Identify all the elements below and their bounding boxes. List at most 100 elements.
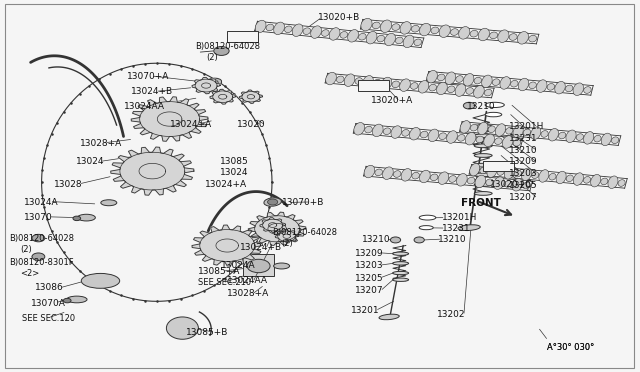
Ellipse shape: [445, 72, 456, 84]
Text: 13201H: 13201H: [442, 213, 477, 222]
Ellipse shape: [375, 169, 383, 176]
Ellipse shape: [399, 79, 410, 92]
Ellipse shape: [467, 177, 475, 184]
Ellipse shape: [513, 140, 521, 146]
Ellipse shape: [451, 29, 458, 35]
Ellipse shape: [372, 124, 383, 137]
Text: 13201: 13201: [351, 306, 380, 315]
Bar: [227, 31, 258, 42]
Ellipse shape: [310, 26, 321, 38]
Text: 13070: 13070: [24, 213, 53, 222]
Ellipse shape: [439, 25, 451, 38]
Ellipse shape: [474, 163, 492, 167]
Polygon shape: [111, 147, 194, 195]
Text: 13024+B: 13024+B: [131, 87, 173, 96]
Ellipse shape: [321, 30, 329, 36]
Ellipse shape: [513, 125, 524, 138]
Ellipse shape: [584, 132, 594, 144]
Text: B)08120-64028: B)08120-64028: [272, 228, 337, 237]
Circle shape: [247, 259, 270, 273]
Ellipse shape: [490, 32, 497, 39]
Ellipse shape: [576, 134, 584, 140]
Ellipse shape: [480, 167, 487, 174]
Ellipse shape: [429, 84, 436, 91]
Ellipse shape: [611, 137, 619, 144]
Ellipse shape: [458, 135, 465, 141]
Ellipse shape: [532, 172, 539, 179]
Ellipse shape: [365, 126, 372, 133]
Ellipse shape: [379, 314, 399, 320]
Text: 13209: 13209: [355, 249, 384, 258]
Ellipse shape: [383, 128, 391, 135]
Ellipse shape: [438, 172, 449, 185]
Ellipse shape: [566, 175, 573, 182]
Ellipse shape: [594, 135, 601, 142]
Text: B)08120-64028: B)08120-64028: [10, 234, 75, 243]
Text: A°30° 030°: A°30° 030°: [547, 343, 595, 352]
Ellipse shape: [497, 169, 504, 175]
Text: 13070A: 13070A: [31, 299, 65, 308]
Ellipse shape: [393, 272, 409, 275]
Ellipse shape: [374, 79, 381, 86]
Ellipse shape: [449, 176, 456, 182]
Text: 13207: 13207: [509, 193, 538, 202]
Ellipse shape: [410, 83, 418, 89]
Ellipse shape: [475, 175, 486, 188]
Ellipse shape: [556, 171, 566, 184]
Ellipse shape: [474, 125, 492, 128]
Text: 13028+A: 13028+A: [80, 139, 122, 148]
Ellipse shape: [529, 35, 537, 42]
Ellipse shape: [447, 86, 455, 93]
Text: 13205: 13205: [509, 181, 538, 190]
Polygon shape: [248, 212, 306, 246]
Ellipse shape: [412, 172, 419, 179]
Ellipse shape: [377, 35, 385, 42]
Ellipse shape: [474, 183, 492, 186]
Ellipse shape: [487, 165, 497, 177]
Ellipse shape: [474, 134, 492, 138]
Ellipse shape: [401, 169, 412, 181]
Ellipse shape: [470, 163, 480, 176]
Text: 13020+C: 13020+C: [490, 180, 532, 189]
Text: SEE SEC.120: SEE SEC.120: [22, 314, 76, 323]
Text: 13231: 13231: [442, 224, 470, 233]
Ellipse shape: [488, 126, 495, 132]
Circle shape: [208, 80, 218, 86]
Ellipse shape: [465, 132, 476, 145]
Ellipse shape: [559, 132, 566, 139]
Ellipse shape: [495, 138, 502, 144]
Ellipse shape: [394, 171, 401, 177]
Ellipse shape: [511, 80, 518, 87]
Ellipse shape: [456, 173, 467, 186]
Ellipse shape: [517, 32, 529, 44]
Text: 13203: 13203: [355, 262, 384, 270]
Ellipse shape: [504, 167, 515, 179]
Text: B)08120-8301F: B)08120-8301F: [10, 258, 74, 267]
Ellipse shape: [303, 28, 310, 35]
Ellipse shape: [392, 81, 399, 88]
Ellipse shape: [485, 112, 502, 117]
Circle shape: [32, 253, 45, 260]
Ellipse shape: [504, 181, 512, 187]
Ellipse shape: [460, 121, 470, 133]
Text: 13024A: 13024A: [221, 262, 255, 270]
Ellipse shape: [484, 134, 495, 147]
Ellipse shape: [474, 173, 492, 177]
Ellipse shape: [430, 174, 438, 181]
Ellipse shape: [264, 198, 282, 206]
Text: 13024+A: 13024+A: [170, 120, 212, 129]
Ellipse shape: [414, 39, 422, 46]
Ellipse shape: [412, 25, 419, 32]
Ellipse shape: [515, 170, 522, 177]
Text: 13020+B: 13020+B: [318, 13, 360, 22]
Ellipse shape: [498, 30, 509, 42]
Circle shape: [73, 216, 81, 221]
Text: 13024AA: 13024AA: [227, 276, 268, 285]
Ellipse shape: [573, 173, 584, 185]
Ellipse shape: [363, 76, 373, 88]
Text: 13024: 13024: [220, 169, 248, 177]
Ellipse shape: [466, 88, 474, 94]
Ellipse shape: [566, 130, 576, 142]
Ellipse shape: [344, 74, 355, 86]
Ellipse shape: [506, 128, 513, 134]
